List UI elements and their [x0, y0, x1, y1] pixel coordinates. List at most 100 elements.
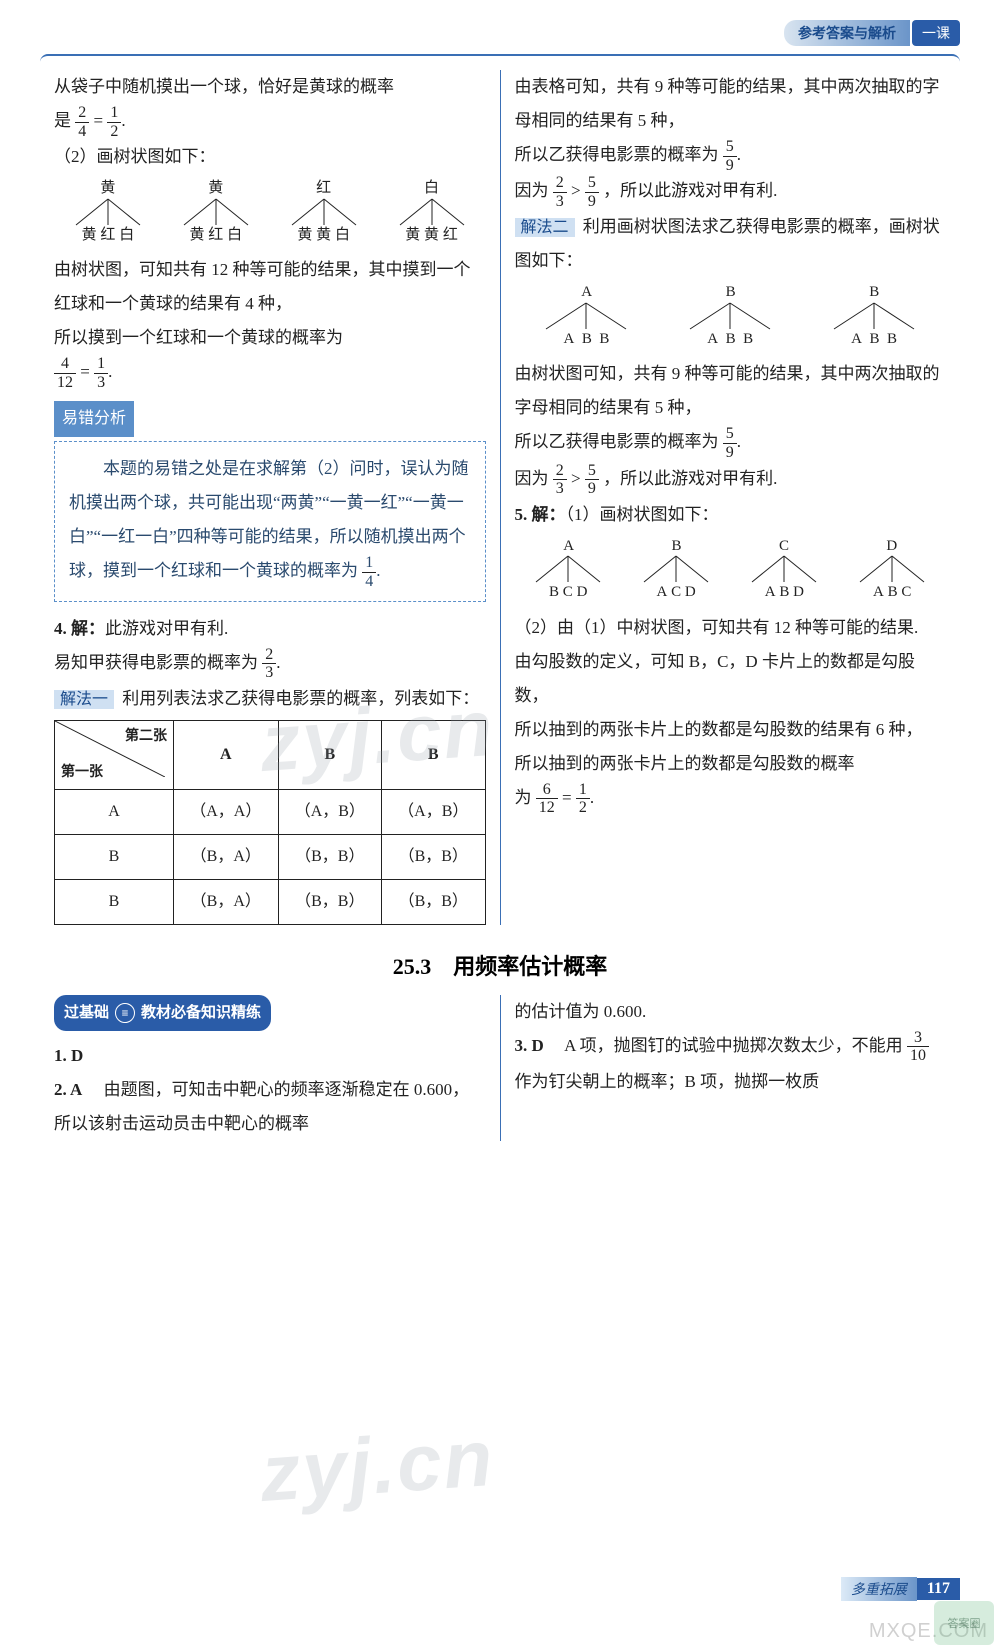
watermark: zyj.cn: [257, 1412, 497, 1520]
q-label: 4. 解：: [54, 619, 105, 638]
fraction: 59: [585, 462, 599, 498]
para: 由表格可知，共有 9 种等可能的结果，其中两次抽取的字母相同的结果有 5 种，: [515, 70, 947, 138]
para: 因为 23 > 59 ，所以此游戏对甲有利.: [515, 462, 947, 498]
para: 所以乙获得电影票的概率为 59.: [515, 138, 947, 174]
tree-node: 黄: [100, 180, 115, 197]
para: （2）画树状图如下：: [54, 140, 486, 174]
para: 从袋子中随机摸出一个球，恰好是黄球的概率: [54, 70, 486, 104]
para: 解法一 利用列表法求乙获得电影票的概率，列表如下：: [54, 682, 486, 716]
callout-label: 易错分析: [54, 401, 134, 437]
text: 本题的易错之处是在求解第（2）问时，误认为随机摸出两个球，共可能出现“两黄”“一…: [69, 459, 469, 580]
fraction: 23: [553, 462, 567, 498]
text: 为: [515, 788, 532, 807]
para: 是 24 = 12.: [54, 104, 486, 140]
text: 由题图，可知击中靶心的频率逐渐稳定在 0.600，所以该射击运动员击中靶心的概率: [54, 1080, 469, 1133]
branch-icon: [809, 301, 939, 331]
tree-node: A: [563, 538, 574, 555]
text: 利用列表法求乙获得电影票的概率，列表如下：: [122, 689, 479, 708]
tree-node: 红: [316, 180, 331, 197]
para: 因为 23 > 59 ，所以此游戏对甲有利.: [515, 174, 947, 210]
text: 过基础: [64, 998, 109, 1028]
branch-icon: [842, 554, 942, 584]
para: 4. 解：此游戏对甲有利.: [54, 612, 486, 646]
table-row: A （A，A） （A，B） （A，B）: [55, 789, 486, 834]
tree-node: C: [779, 538, 789, 555]
method-label: 解法一: [54, 690, 114, 709]
para: 由勾股数的定义，可知 B，C，D 卡片上的数都是勾股数，: [515, 645, 947, 713]
fraction: 24: [75, 104, 89, 140]
text: 作为钉尖朝上的概率；B 项，抛掷一枚质: [515, 1072, 820, 1091]
para: 412 = 13.: [54, 355, 486, 391]
tree-node: A: [581, 284, 592, 301]
tree-diagram-1: 黄 黄 红 白 黄 红 白 黄 红 白 黄 黄 白 黄 黄 红: [54, 180, 486, 243]
callout-box: 本题的易错之处是在求解第（2）问时，误认为随机摸出两个球，共可能出现“两黄”“一…: [54, 441, 486, 601]
page-header: 参考答案与解析 一课: [40, 20, 960, 46]
text: 第一张: [61, 759, 103, 787]
para: 的估计值为 0.600.: [515, 995, 947, 1029]
section-title: 25.3 用频率估计概率: [40, 949, 960, 981]
branch-icon: [626, 554, 726, 584]
header-logo: 一课: [912, 20, 960, 46]
header-badge: 参考答案与解析: [784, 20, 910, 46]
tree-node: 黄: [208, 180, 223, 197]
tree-node: D: [886, 538, 897, 555]
para: 所以抽到的两张卡片上的数都是勾股数的结果有 6 种，: [515, 713, 947, 747]
table-col-header: B: [278, 720, 381, 789]
table-row: B （B，A） （B，B） （B，B）: [55, 879, 486, 924]
badge-icon: ≡: [115, 1003, 135, 1023]
text: ，所以此游戏对甲有利.: [603, 181, 777, 200]
para: 所以摸到一个红球和一个黄球的概率为: [54, 321, 486, 355]
tree-node: 白: [424, 180, 439, 197]
fraction: 59: [585, 174, 599, 210]
para: 所以乙获得电影票的概率为 59.: [515, 425, 947, 461]
text: 是: [54, 111, 71, 130]
para: 由树状图，可知共有 12 种等可能的结果，其中摸到一个红球和一个黄球的结果有 4…: [54, 253, 486, 321]
tree-node: B: [672, 538, 682, 555]
fraction: 310: [907, 1029, 929, 1065]
text: A 项，抛图钉的试验中抛掷次数太少，不能用: [564, 1036, 903, 1055]
page-number: 117: [917, 1578, 960, 1600]
text: 所以乙获得电影票的概率为: [515, 432, 719, 451]
col-right-1: 由表格可知，共有 9 种等可能的结果，其中两次抽取的字母相同的结果有 5 种， …: [501, 70, 961, 925]
fraction: 59: [723, 425, 737, 461]
para: （2）由（1）中树状图，可知共有 12 种等可能的结果.: [515, 611, 947, 645]
para: 2. A 由题图，可知击中靶心的频率逐渐稳定在 0.600，所以该射击运动员击中…: [54, 1073, 486, 1141]
text: 利用画树状图法求乙获得电影票的概率，画树状图如下：: [515, 217, 940, 270]
para: 所以抽到的两张卡片上的数都是勾股数的概率: [515, 747, 947, 781]
top-rule: [40, 54, 960, 64]
text: 因为: [515, 469, 549, 488]
text: 因为: [515, 181, 549, 200]
branch-icon: [665, 301, 795, 331]
para: 1. D: [54, 1039, 486, 1073]
para: 易知甲获得电影票的概率为 23.: [54, 646, 486, 682]
tree-node: B: [869, 284, 879, 301]
text: 教材必备知识精练: [141, 998, 261, 1028]
branch-icon: [274, 197, 374, 227]
text: （1）画树状图如下：: [566, 505, 719, 524]
table-row: B （B，A） （B，B） （B，B）: [55, 834, 486, 879]
para: 为 612 = 12.: [515, 781, 947, 817]
text: 所以抽到的两张卡片上的数都是勾股数的概率: [515, 754, 855, 773]
text: ，所以此游戏对甲有利.: [603, 469, 777, 488]
text: 所以乙获得电影票的概率为: [515, 145, 719, 164]
table-col-header: A: [174, 720, 279, 789]
text: 所以摸到一个红球和一个黄球的概率为: [54, 328, 343, 347]
corner-badge: 答案圈: [934, 1601, 994, 1645]
fraction: 13: [94, 355, 108, 391]
footer: 多重拓展 117: [841, 1577, 960, 1601]
tree-diagram-2: A B B A B B A B B A B B: [515, 284, 947, 347]
fraction: 59: [723, 138, 737, 174]
probability-table: 第二张 第一张 A B B A （A，A） （A，B） （A，B） B （B，A…: [54, 720, 486, 925]
branch-icon: [166, 197, 266, 227]
q-label: 2. A: [54, 1080, 82, 1099]
tree-diagram-3: A B C D B C D A C D A B D A B C: [515, 538, 947, 601]
fraction: 23: [262, 646, 276, 682]
fraction: 14: [362, 554, 376, 590]
text: 从袋子中随机摸出一个球，恰好是黄球的概率: [54, 77, 394, 96]
table-diag-header: 第二张 第一张: [55, 720, 174, 789]
fraction: 12: [107, 104, 121, 140]
para: 5. 解：（1）画树状图如下：: [515, 498, 947, 532]
q-label: 3. D: [515, 1036, 544, 1055]
para: 解法二 利用画树状图法求乙获得电影票的概率，画树状图如下：: [515, 210, 947, 278]
branch-icon: [521, 301, 651, 331]
